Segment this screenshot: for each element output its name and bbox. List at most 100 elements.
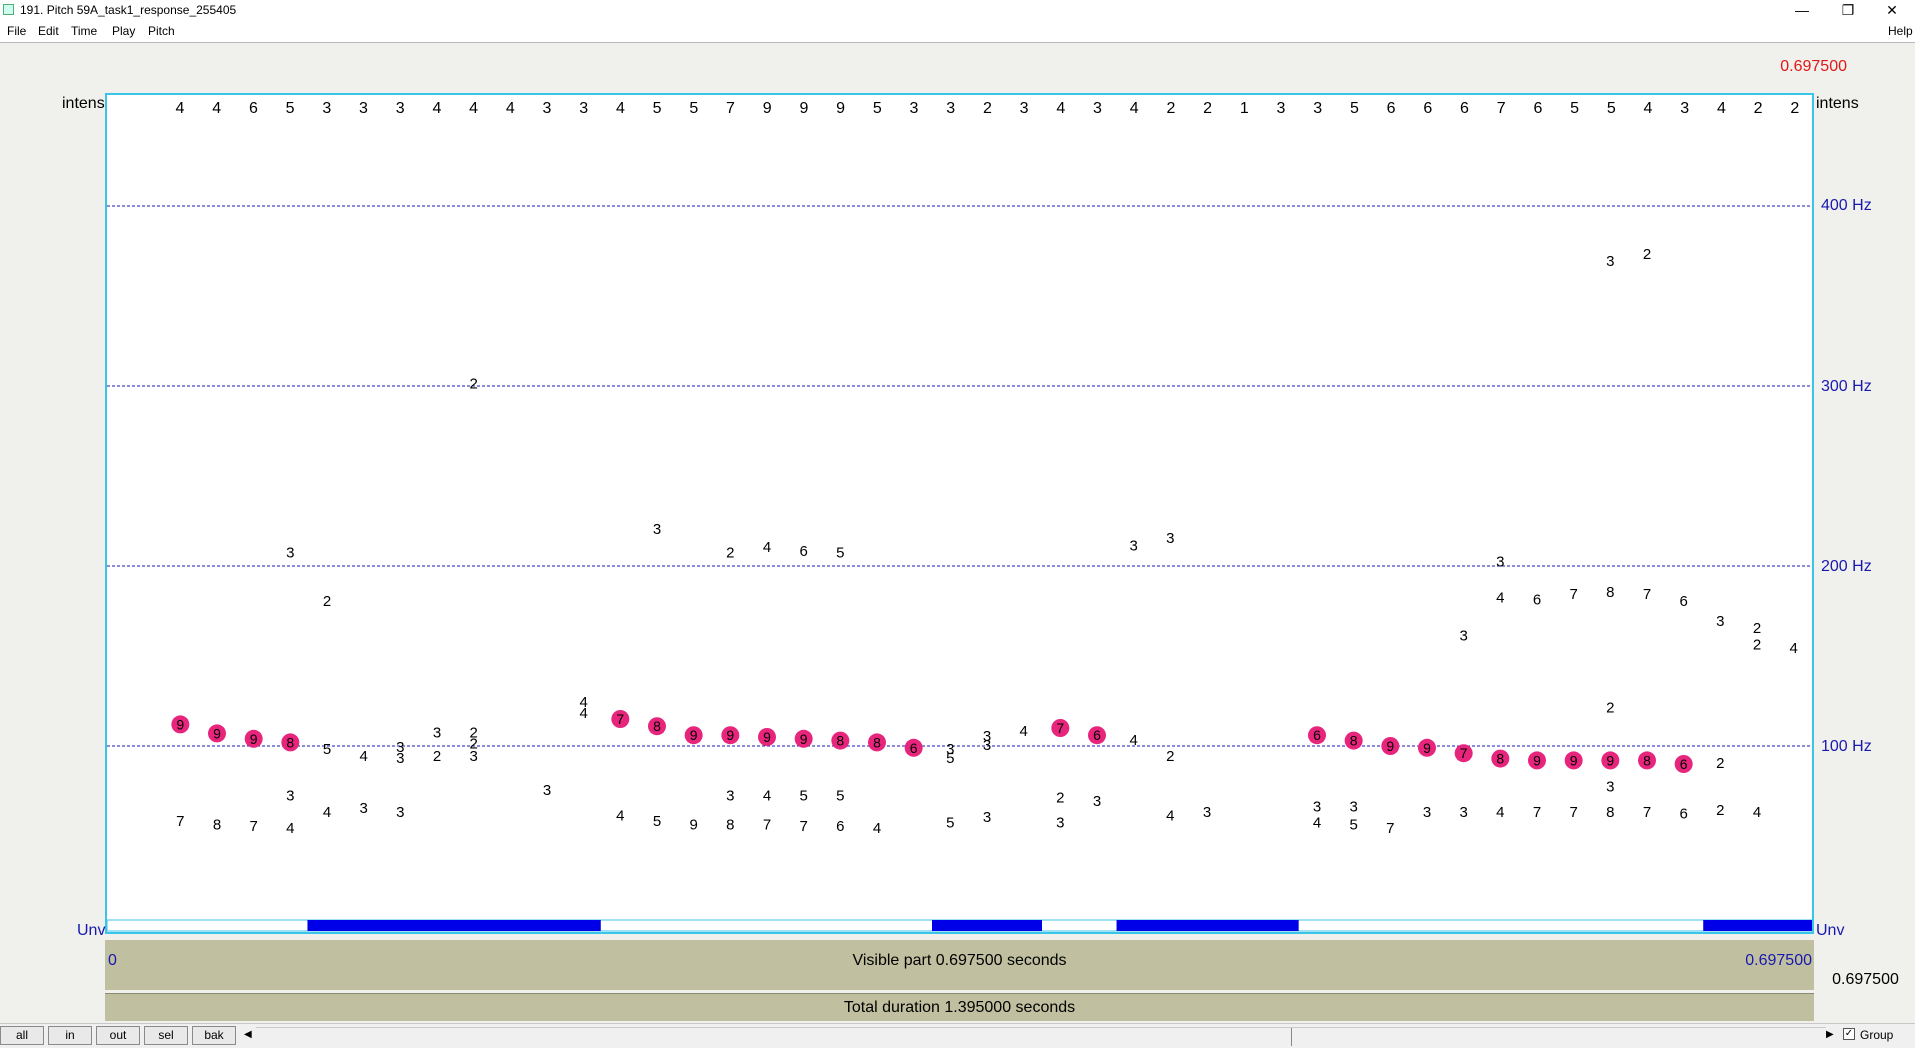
- pitch-path-dot[interactable]: [1491, 749, 1510, 768]
- pitch-candidate: 7: [763, 816, 771, 833]
- intensity-value: 4: [506, 100, 515, 117]
- zoom-back-button[interactable]: bak: [192, 1026, 236, 1045]
- pitch-candidate: 4: [286, 820, 294, 837]
- intensity-value: 5: [689, 100, 698, 117]
- pitch-candidate: 2: [433, 748, 441, 765]
- pitch-path-dot[interactable]: [1528, 751, 1546, 770]
- zoom-selection-button[interactable]: sel: [144, 1026, 188, 1045]
- intensity-value: 5: [653, 100, 662, 117]
- pitch-path-dot[interactable]: [1674, 755, 1693, 773]
- pitch-candidate: 6: [799, 543, 807, 560]
- pitch-candidate: 9: [689, 816, 697, 833]
- intensity-value: 3: [910, 100, 919, 117]
- pitch-path-strength: 6: [1093, 727, 1101, 743]
- pitch-path-dot[interactable]: [1454, 744, 1473, 763]
- pitch-candidate: 3: [543, 782, 551, 799]
- close-icon[interactable]: ✕: [1886, 2, 1898, 18]
- intensity-value: 4: [1644, 100, 1653, 117]
- total-end-time: 0.697500: [1832, 971, 1899, 988]
- intensity-value: 3: [359, 100, 368, 117]
- pitch-path-strength: 7: [1056, 720, 1064, 736]
- pitch-path-strength: 9: [250, 731, 258, 747]
- pitch-candidate: 2: [1166, 748, 1174, 765]
- menu-edit[interactable]: Edit: [38, 24, 59, 38]
- pitch-path-strength: 9: [726, 727, 734, 743]
- pitch-candidate: 2: [1056, 789, 1064, 806]
- pitch-candidate: 3: [726, 788, 734, 805]
- intensity-value: 4: [1717, 100, 1726, 117]
- intensity-value: 2: [983, 100, 992, 117]
- pitch-path-dot[interactable]: [281, 733, 300, 752]
- hz-label-400: 400 Hz: [1821, 197, 1872, 214]
- pitch-candidate: 5: [799, 788, 807, 805]
- zoom-in-button[interactable]: in: [48, 1026, 92, 1045]
- pitch-path-dot[interactable]: [1638, 751, 1656, 770]
- pitch-candidate: 8: [726, 816, 734, 833]
- pitch-path-dot[interactable]: [208, 724, 226, 743]
- pitch-candidate: 3: [1166, 530, 1174, 547]
- pitch-path-dot[interactable]: [868, 733, 886, 752]
- intensity-value: 4: [469, 100, 478, 117]
- pitch-candidate: 3: [1459, 627, 1467, 644]
- scrollbar-thumb[interactable]: [1291, 1028, 1292, 1046]
- pitch-path-strength: 8: [286, 734, 294, 750]
- zoom-out-button[interactable]: out: [96, 1026, 140, 1045]
- scroll-left-arrow-icon[interactable]: ◀: [244, 1029, 252, 1040]
- pitch-candidate: 3: [286, 545, 294, 562]
- horizontal-scrollbar[interactable]: [256, 1027, 1826, 1046]
- restore-icon[interactable]: ❐: [1841, 2, 1855, 18]
- zoom-all-button[interactable]: all: [0, 1026, 44, 1045]
- pitch-path-dot[interactable]: [648, 717, 666, 736]
- pitch-path-dot[interactable]: [721, 726, 740, 745]
- pitch-path-dot[interactable]: [904, 738, 923, 757]
- menu-pitch[interactable]: Pitch: [148, 24, 175, 38]
- pitch-path-dot[interactable]: [1601, 751, 1620, 770]
- pitch-path-strength: 6: [1313, 727, 1321, 743]
- pitch-candidate: 2: [323, 593, 331, 610]
- intensity-value: 4: [1130, 100, 1139, 117]
- minimize-icon[interactable]: —: [1795, 2, 1809, 18]
- pitch-path-dot[interactable]: [611, 710, 630, 728]
- pitch-path-dot[interactable]: [684, 726, 703, 745]
- visible-time-bar[interactable]: 0 Visible part 0.697500 seconds 0.697500: [105, 940, 1814, 990]
- pitch-candidate: 3: [946, 741, 954, 758]
- intensity-value: 7: [1497, 100, 1506, 117]
- pitch-path-dot[interactable]: [1088, 726, 1106, 745]
- pitch-path-dot[interactable]: [1381, 737, 1400, 755]
- menu-help[interactable]: Help: [1888, 24, 1913, 38]
- pitch-path-dot[interactable]: [1051, 719, 1070, 737]
- pitch-path-dot[interactable]: [1418, 738, 1436, 757]
- pitch-path-dot[interactable]: [758, 728, 776, 746]
- pitch-candidate: 4: [1496, 590, 1504, 607]
- pitch-path-dot[interactable]: [831, 731, 850, 750]
- pitch-path-strength: 9: [176, 716, 184, 732]
- pitch-path-strength: 6: [1680, 756, 1688, 772]
- total-duration-bar[interactable]: Total duration 1.395000 seconds: [105, 993, 1814, 1021]
- pitch-path-dot[interactable]: [1344, 731, 1363, 750]
- pitch-path-dot[interactable]: [244, 729, 263, 748]
- pitch-candidate: 4: [1129, 732, 1137, 749]
- cursor-time-readout: 0.697500: [1780, 58, 1847, 75]
- menu-play[interactable]: Play: [112, 24, 136, 38]
- pitch-candidate: 2: [1606, 699, 1614, 716]
- intensity-value: 5: [286, 100, 295, 117]
- pitch-candidate: 4: [1496, 804, 1504, 821]
- pitch-candidate: 2: [1716, 755, 1724, 772]
- intensity-value: 1: [1240, 100, 1249, 117]
- pitch-path-dot[interactable]: [1308, 726, 1326, 745]
- group-checkbox[interactable]: ✓: [1843, 1028, 1855, 1040]
- pitch-path-dot[interactable]: [171, 715, 190, 734]
- menu-file[interactable]: File: [7, 24, 27, 38]
- pitch-path-dot[interactable]: [794, 729, 813, 748]
- pitch-path-dot[interactable]: [1564, 751, 1583, 770]
- pitch-path-strength: 9: [800, 731, 808, 747]
- voiced-segment: [1116, 920, 1299, 931]
- intensity-value: 4: [176, 100, 185, 117]
- scroll-right-arrow-icon[interactable]: ▶: [1826, 1029, 1834, 1040]
- intensity-value: 3: [1020, 100, 1029, 117]
- menu-time[interactable]: Time: [71, 24, 98, 38]
- intensity-value: 3: [1093, 100, 1102, 117]
- pitch-candidate: 5: [836, 788, 844, 805]
